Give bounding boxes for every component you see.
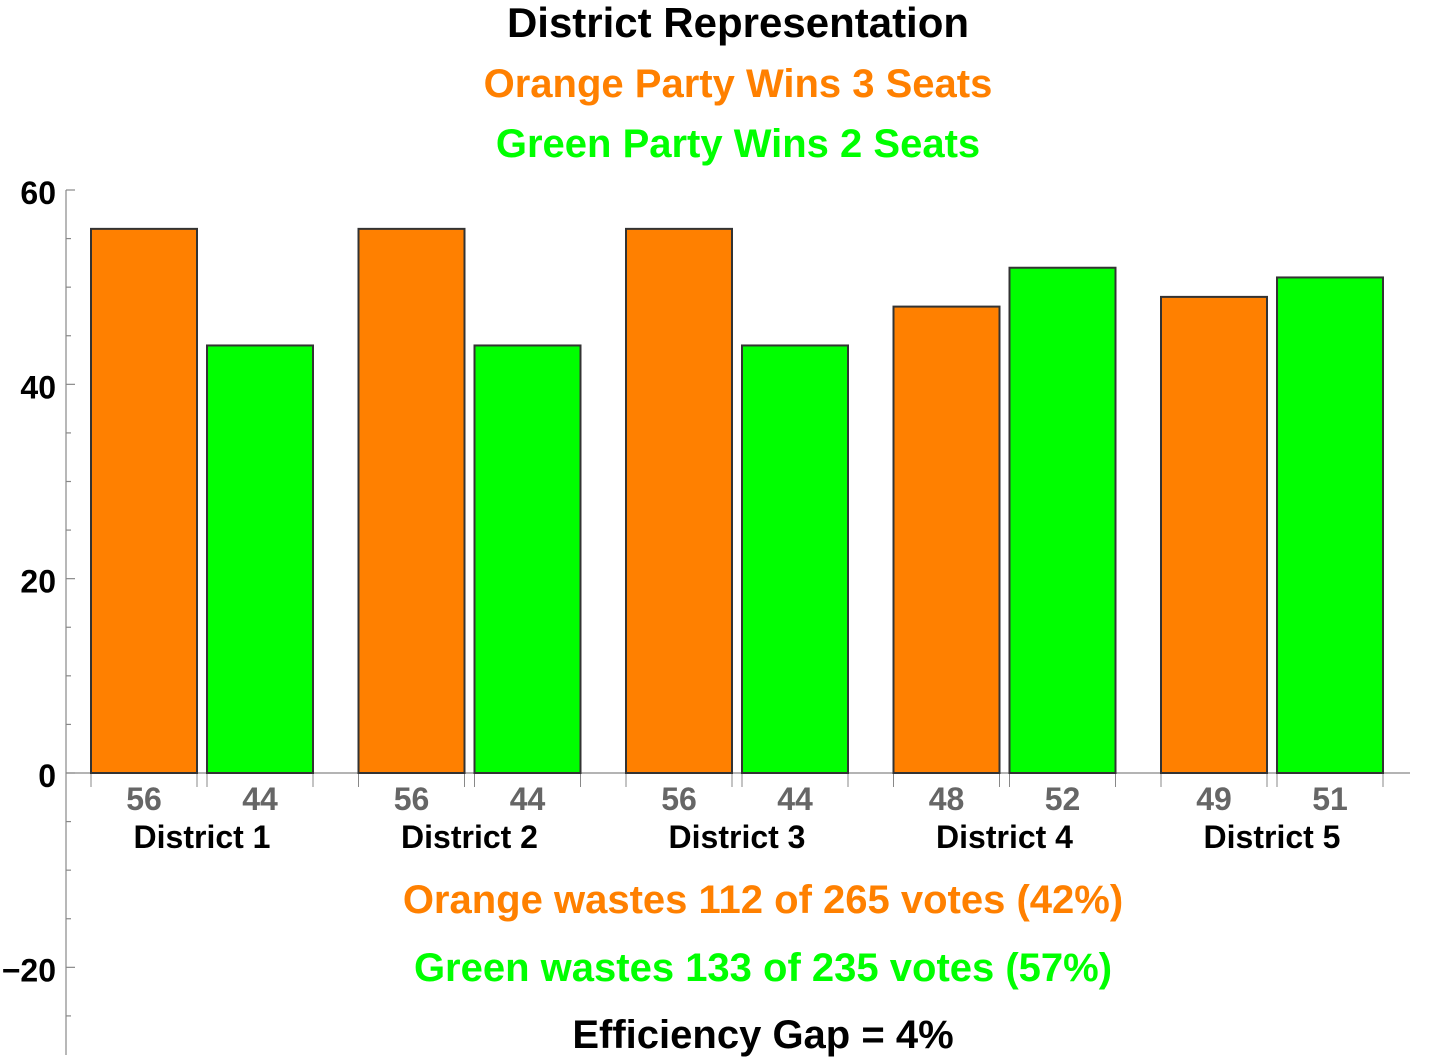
y-tick-label: 0 [38,758,56,794]
category-label: District 2 [401,819,538,855]
bar-value-label: 51 [1312,781,1348,817]
bar [473,344,582,774]
bar [357,227,466,775]
bar-value-label: 56 [394,781,430,817]
bar-value-label: 52 [1045,781,1081,817]
efficiency-gap-annotation: Efficiency Gap = 4% [572,1013,953,1057]
chart-bars [90,227,1384,775]
bar [206,344,314,774]
bar [90,227,198,775]
category-label: District 4 [936,819,1073,855]
y-tick-label: −20 [2,952,56,988]
bar-value-label: 44 [777,781,813,817]
bar [625,227,733,775]
category-label: District 1 [134,819,271,855]
chart-title: District Representation [507,0,969,46]
bar-value-label: 44 [510,781,546,817]
chart-annotations: Orange wastes 112 of 265 votes (42%) Gre… [403,878,1123,1057]
bar [741,344,849,774]
y-tick-label: 40 [20,369,56,405]
bar-value-label: 56 [126,781,162,817]
bar [892,305,1001,774]
chart-subtitle-green: Green Party Wins 2 Seats [496,122,980,166]
bar-value-label: 44 [242,781,278,817]
chart-titles: District Representation Orange Party Win… [484,0,993,166]
chart-subtitle-orange: Orange Party Wins 3 Seats [484,62,993,106]
category-label: District 5 [1204,819,1341,855]
bar-value-label: 49 [1196,781,1232,817]
green-wasted-votes-annotation: Green wastes 133 of 235 votes (57%) [414,946,1112,990]
y-tick-label: 60 [20,175,56,211]
y-tick-label: 20 [20,564,56,600]
bar [1160,295,1268,774]
bar [1008,266,1117,774]
category-label: District 3 [669,819,806,855]
bar [1276,276,1384,774]
orange-wasted-votes-annotation: Orange wastes 112 of 265 votes (42%) [403,878,1123,922]
bar-value-label: 56 [661,781,697,817]
bar-value-label: 48 [929,781,965,817]
